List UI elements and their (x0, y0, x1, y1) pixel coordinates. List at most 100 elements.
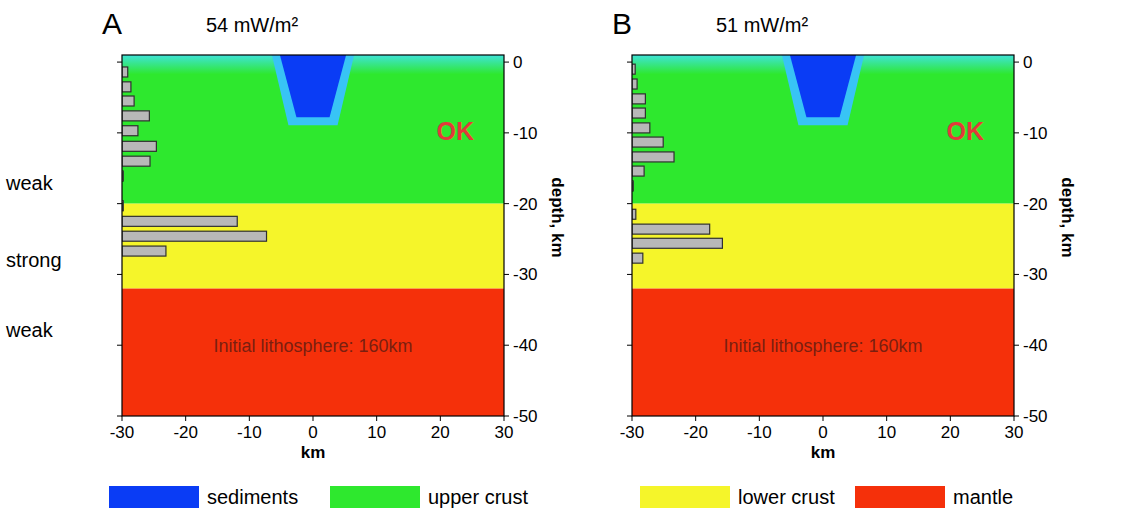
x-tick (823, 416, 824, 421)
panel-letter: B (612, 7, 632, 40)
y-tick-left (117, 62, 122, 63)
x-tick-label: 10 (367, 423, 386, 442)
x-axis-title: km (811, 443, 836, 462)
bar (122, 141, 156, 151)
basin-halo (782, 55, 864, 125)
y-tick-left (117, 345, 122, 346)
bar (632, 166, 644, 176)
panel-title: 51 mW/m² (716, 14, 809, 36)
y-axis-title: depth, km (1058, 177, 1077, 257)
x-tick (759, 416, 760, 421)
y-tick (504, 416, 509, 417)
basin-halo (272, 55, 354, 125)
x-tick-label: -20 (173, 423, 198, 442)
figure: -30-20-100102030km0-10-20-30-40-50depth,… (0, 0, 1127, 526)
bar (122, 246, 166, 256)
legend-swatch (640, 486, 730, 508)
frame (632, 55, 1014, 416)
bar (122, 111, 149, 121)
y-tick-left (627, 416, 632, 417)
panel-title: 54 mW/m² (206, 14, 299, 36)
x-tick (886, 416, 887, 421)
y-tick-label: -30 (513, 265, 538, 284)
x-tick (1014, 416, 1015, 421)
y-tick-left (117, 203, 122, 204)
annotation-ok: OK (437, 117, 475, 145)
y-tick (504, 203, 509, 204)
panel: -30-20-100102030km0-10-20-30-40-50depth,… (612, 7, 1077, 462)
bar (632, 123, 650, 133)
legend-label: sediments (207, 486, 298, 508)
bar (632, 238, 722, 248)
bar (632, 108, 645, 118)
x-tick-label: -10 (237, 423, 262, 442)
y-tick-label: -40 (513, 336, 538, 355)
y-tick-left (627, 62, 632, 63)
legend-label: upper crust (428, 486, 528, 508)
bar (632, 253, 643, 263)
y-tick (1014, 62, 1019, 63)
frame (122, 55, 504, 416)
y-tick-label: -50 (1023, 407, 1048, 426)
x-tick (122, 416, 123, 421)
y-tick (1014, 203, 1019, 204)
upper-crust (632, 55, 1014, 204)
y-tick-label: -30 (1023, 265, 1048, 284)
side-label: weak (5, 319, 54, 341)
y-tick-label: -10 (1023, 124, 1048, 143)
bar (632, 79, 637, 89)
bar (122, 67, 128, 77)
bar (122, 156, 150, 166)
legend-swatch (109, 486, 199, 508)
layers (632, 55, 1014, 416)
x-axis-title: km (301, 443, 326, 462)
legend: sedimentsupper crustlower crustmantle (109, 486, 1013, 508)
lower-crust (122, 204, 504, 289)
x-tick (504, 416, 505, 421)
basin (280, 55, 346, 117)
y-tick (1014, 132, 1019, 133)
bar (122, 231, 267, 241)
y-tick (504, 62, 509, 63)
y-tick-label: 0 (513, 53, 522, 72)
bars (122, 67, 267, 256)
basin (790, 55, 856, 117)
x-tick-label: -20 (683, 423, 708, 442)
x-tick (249, 416, 250, 421)
mantle (122, 289, 504, 416)
legend-label: mantle (953, 486, 1013, 508)
layers (122, 55, 504, 416)
y-tick-label: 0 (1023, 53, 1032, 72)
x-tick-label: 0 (308, 423, 317, 442)
bar (122, 216, 237, 226)
y-tick-left (627, 203, 632, 204)
upper-crust (122, 55, 504, 204)
lower-crust (632, 204, 1014, 289)
x-tick (313, 416, 314, 421)
x-tick-label: 0 (818, 423, 827, 442)
y-tick (504, 345, 509, 346)
x-tick (185, 416, 186, 421)
annotation-lithosphere: Initial lithosphere: 160km (213, 336, 412, 356)
y-tick-label: -50 (513, 407, 538, 426)
y-tick (1014, 274, 1019, 275)
y-tick-label: -20 (513, 195, 538, 214)
y-tick-label: -40 (1023, 336, 1048, 355)
bar (122, 126, 138, 136)
mantle (632, 289, 1014, 416)
x-tick-label: 20 (941, 423, 960, 442)
panel-letter: A (102, 7, 122, 40)
y-axis-title: depth, km (548, 177, 567, 257)
side-label: strong (6, 249, 62, 271)
side-label: weak (5, 172, 54, 194)
y-tick (504, 132, 509, 133)
x-tick-label: -10 (747, 423, 772, 442)
x-tick-label: 20 (431, 423, 450, 442)
bars (632, 64, 722, 263)
bar (122, 96, 134, 106)
y-tick-label: -10 (513, 124, 538, 143)
bar (632, 152, 674, 162)
bar (632, 94, 645, 104)
x-tick (376, 416, 377, 421)
x-tick (632, 416, 633, 421)
